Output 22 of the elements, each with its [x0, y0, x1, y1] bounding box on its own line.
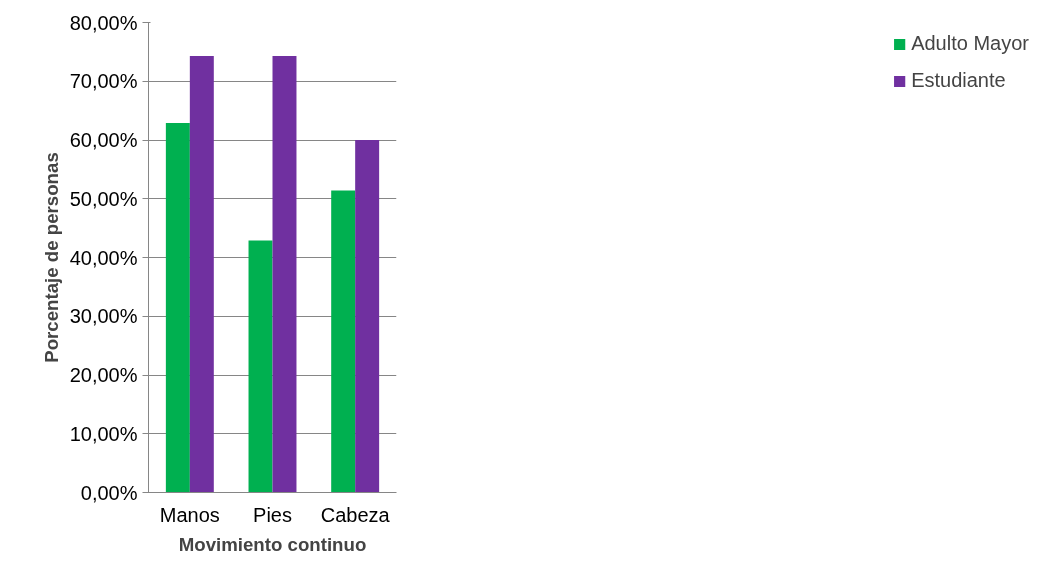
- y-tick-label: 0,00%: [80, 481, 138, 504]
- bar: [331, 190, 356, 493]
- x-tick-label: Manos: [159, 503, 220, 526]
- y-axis-title: Porcentaje de personas: [40, 152, 62, 363]
- x-tick-label: Cabeza: [320, 503, 391, 526]
- bar: [165, 122, 190, 493]
- bar: [272, 55, 297, 493]
- x-axis-title: Movimiento continuo: [178, 533, 367, 555]
- y-tick-label: 50,00%: [69, 187, 138, 210]
- y-tick-label: 10,00%: [69, 422, 138, 445]
- y-tick-label: 40,00%: [69, 246, 138, 269]
- y-tick-label: 80,00%: [69, 11, 138, 34]
- y-tick-label: 20,00%: [69, 364, 138, 386]
- y-tick-label: 30,00%: [69, 305, 138, 328]
- legend-label: Adulto Mayor: [911, 32, 1029, 55]
- bar: [355, 140, 380, 493]
- x-tick-label: Pies: [253, 503, 292, 526]
- bar: [189, 55, 214, 493]
- legend-label: Estudiante: [911, 69, 1006, 92]
- y-tick-label: 70,00%: [69, 70, 138, 93]
- bar: [248, 240, 273, 493]
- y-tick-label: 60,00%: [69, 129, 138, 151]
